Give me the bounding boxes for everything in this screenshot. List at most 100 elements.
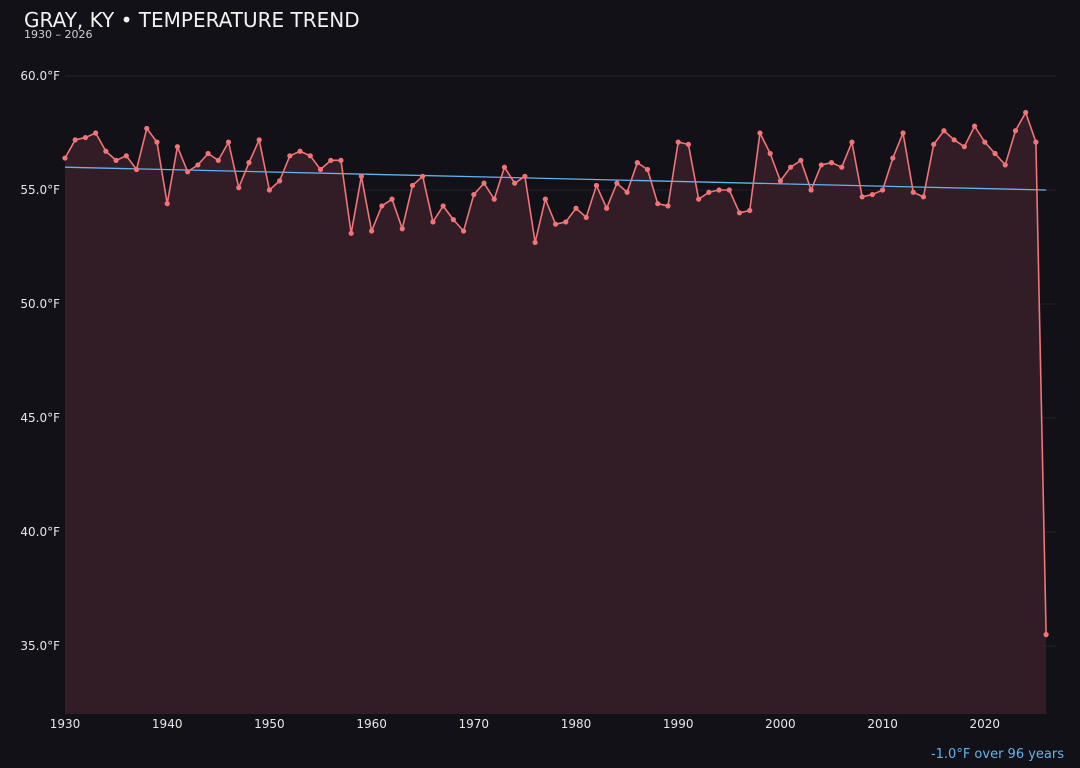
y-tick-label: 60.0°F	[20, 69, 60, 83]
y-tick-label: 35.0°F	[20, 639, 60, 653]
data-point	[552, 221, 559, 227]
data-point	[859, 194, 865, 200]
data-point	[675, 139, 681, 145]
data-point	[307, 153, 313, 159]
data-point	[1023, 109, 1029, 116]
data-point	[920, 194, 927, 200]
data-point	[62, 155, 68, 161]
data-point	[808, 187, 814, 193]
data-point	[103, 148, 109, 154]
data-point	[961, 144, 967, 150]
data-point	[869, 191, 875, 198]
data-point	[818, 162, 824, 168]
data-point	[256, 137, 262, 143]
data-point	[82, 134, 89, 141]
data-point	[828, 160, 835, 166]
data-point	[164, 201, 170, 207]
data-point	[297, 148, 303, 154]
data-point	[379, 203, 385, 209]
x-tick-label: 1930	[50, 717, 81, 731]
chart-subtitle: 1930 – 2026	[24, 28, 93, 41]
data-point	[624, 189, 630, 195]
data-point	[225, 139, 232, 145]
data-point	[982, 139, 988, 145]
data-point	[1043, 632, 1049, 638]
data-point	[757, 130, 763, 136]
x-tick-label: 1960	[356, 717, 387, 731]
data-point	[72, 137, 78, 143]
data-point	[685, 141, 692, 147]
x-tick-label: 1970	[459, 717, 490, 731]
data-point	[236, 185, 242, 191]
trend-line	[64, 166, 1047, 191]
data-point	[614, 180, 620, 186]
data-point	[1002, 162, 1008, 168]
x-tick-label: 2020	[970, 717, 1001, 731]
data-point	[788, 164, 794, 170]
data-point	[471, 191, 477, 198]
data-point	[849, 139, 855, 145]
data-point	[706, 189, 712, 195]
data-point	[563, 219, 569, 225]
data-point	[736, 210, 743, 216]
data-point	[910, 189, 916, 195]
y-tick-label: 40.0°F	[20, 525, 60, 539]
data-point	[573, 205, 579, 211]
x-tick-label: 1990	[663, 717, 694, 731]
data-point	[450, 217, 456, 223]
y-tick-label: 55.0°F	[20, 183, 60, 197]
data-point	[328, 157, 334, 163]
data-point	[399, 226, 405, 232]
data-point	[512, 180, 518, 186]
data-point	[409, 182, 416, 189]
data-point	[491, 196, 497, 202]
chart-title: GRAY, KY • TEMPERATURE TREND	[24, 8, 360, 32]
data-point	[430, 219, 436, 225]
data-point	[992, 150, 998, 157]
data-point	[634, 160, 640, 166]
series-area-fill	[65, 112, 1047, 715]
x-tick-label: 1980	[561, 717, 592, 731]
data-point	[460, 228, 467, 234]
data-point	[277, 178, 283, 184]
x-tick-label: 2000	[765, 717, 796, 731]
data-point	[1012, 128, 1019, 134]
data-point	[93, 130, 99, 136]
data-point	[747, 207, 753, 214]
data-point	[317, 166, 324, 173]
data-point	[798, 157, 804, 163]
x-axis-ticks: 1930 1940 1950 1960 1970 1980 1990 2000 2010 2020	[50, 717, 1000, 731]
data-point	[839, 164, 845, 170]
x-tick-label: 1950	[254, 717, 285, 731]
data-point	[174, 144, 181, 150]
data-point	[655, 201, 661, 207]
data-point	[542, 196, 548, 202]
data-point	[113, 157, 119, 163]
data-point	[369, 228, 375, 234]
data-point	[593, 182, 600, 189]
data-point	[583, 214, 589, 220]
data-point	[481, 180, 487, 186]
data-point	[716, 187, 722, 193]
data-point	[971, 123, 978, 129]
data-point	[880, 187, 886, 193]
y-tick-label: 45.0°F	[20, 411, 60, 425]
data-point	[1033, 139, 1039, 145]
data-point	[154, 139, 160, 145]
data-point	[900, 130, 906, 136]
data-point	[440, 203, 446, 209]
data-point	[185, 169, 191, 175]
data-point	[195, 162, 201, 168]
data-point	[777, 178, 784, 184]
data-point	[123, 153, 129, 159]
data-point	[644, 166, 651, 173]
data-point	[890, 155, 896, 161]
data-point	[144, 125, 150, 132]
data-point	[246, 160, 252, 166]
data-point	[287, 153, 293, 159]
y-axis-ticks: 35.0°F 40.0°F 45.0°F 50.0°F 55.0°F 60.0°F	[20, 69, 60, 653]
data-point	[358, 173, 364, 179]
data-point	[665, 203, 671, 209]
data-point	[951, 137, 957, 143]
